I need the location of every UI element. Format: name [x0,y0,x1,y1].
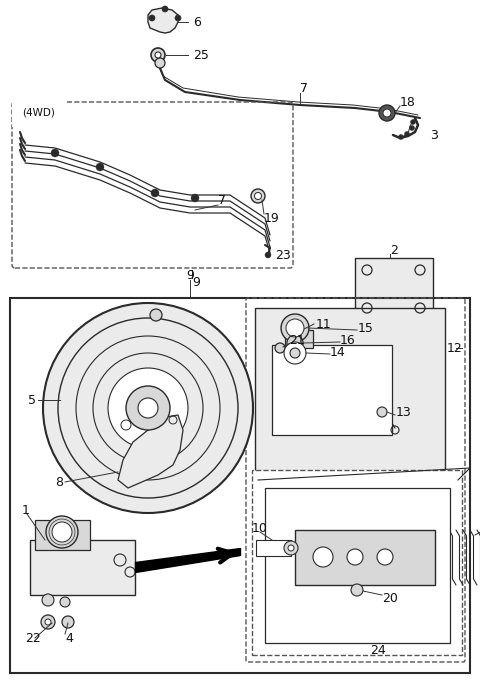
Circle shape [265,252,271,258]
Text: 13: 13 [396,406,412,419]
Text: 3: 3 [430,129,438,142]
Bar [295,530,435,585]
Text: 19: 19 [264,212,280,225]
Text: 21: 21 [289,334,305,347]
Text: 1: 1 [22,503,30,516]
Circle shape [290,348,300,358]
Circle shape [295,316,303,324]
Circle shape [41,615,55,629]
Circle shape [405,132,409,136]
Circle shape [410,119,416,125]
Circle shape [151,48,165,62]
Text: 9: 9 [192,275,200,288]
Circle shape [284,541,298,555]
Circle shape [379,105,395,121]
Bar [285,330,313,348]
Text: 22: 22 [25,632,41,645]
Circle shape [52,522,72,542]
Circle shape [62,616,74,628]
Circle shape [42,594,54,606]
Text: 14: 14 [330,345,346,358]
Bar [10,298,470,673]
Bar [265,488,450,643]
Text: 7: 7 [218,193,226,206]
Circle shape [275,343,285,353]
Circle shape [46,516,78,548]
Text: 9: 9 [186,269,194,282]
Text: 2: 2 [390,243,398,256]
Bar [256,540,291,556]
Text: 6: 6 [193,16,201,29]
Circle shape [155,58,165,68]
Circle shape [377,549,393,565]
Circle shape [191,194,199,202]
Text: 10: 10 [252,521,268,534]
Circle shape [383,109,391,117]
Text: 5: 5 [28,393,36,406]
Text: 4: 4 [65,632,73,645]
Polygon shape [118,415,183,488]
Bar [355,258,433,320]
Bar [272,345,392,435]
Circle shape [286,319,304,337]
Circle shape [398,134,404,140]
Text: 16: 16 [340,334,356,347]
Text: 7: 7 [300,82,308,95]
Circle shape [96,163,104,171]
Circle shape [281,314,309,342]
Circle shape [126,386,170,430]
Text: 23: 23 [275,249,291,262]
Circle shape [43,303,253,513]
Text: 12: 12 [446,342,462,355]
Circle shape [93,353,203,463]
Circle shape [60,597,70,607]
Text: 20: 20 [382,592,398,604]
Circle shape [76,336,220,480]
Circle shape [162,6,168,12]
Circle shape [108,368,188,448]
Circle shape [51,149,59,157]
Circle shape [351,584,363,596]
Text: 25: 25 [193,49,209,62]
Bar [255,308,445,473]
Bar [252,470,462,655]
Circle shape [284,342,306,364]
Text: 11: 11 [316,318,332,330]
Circle shape [149,15,155,21]
Circle shape [138,398,158,418]
Polygon shape [148,8,178,33]
Text: 24: 24 [370,643,386,656]
Text: 8: 8 [55,475,63,488]
Circle shape [254,192,262,199]
Circle shape [288,545,294,551]
Circle shape [155,52,161,58]
Circle shape [377,407,387,417]
Text: (4WD): (4WD) [22,107,55,117]
Circle shape [347,549,363,565]
Text: 15: 15 [358,321,374,334]
Circle shape [313,547,333,567]
Circle shape [287,335,303,351]
Circle shape [150,309,162,321]
Circle shape [151,189,159,197]
Circle shape [45,619,51,625]
Bar [35,520,90,550]
Circle shape [409,125,415,131]
Circle shape [251,189,265,203]
Circle shape [175,15,181,21]
Text: 18: 18 [400,95,416,108]
Bar [30,540,135,595]
